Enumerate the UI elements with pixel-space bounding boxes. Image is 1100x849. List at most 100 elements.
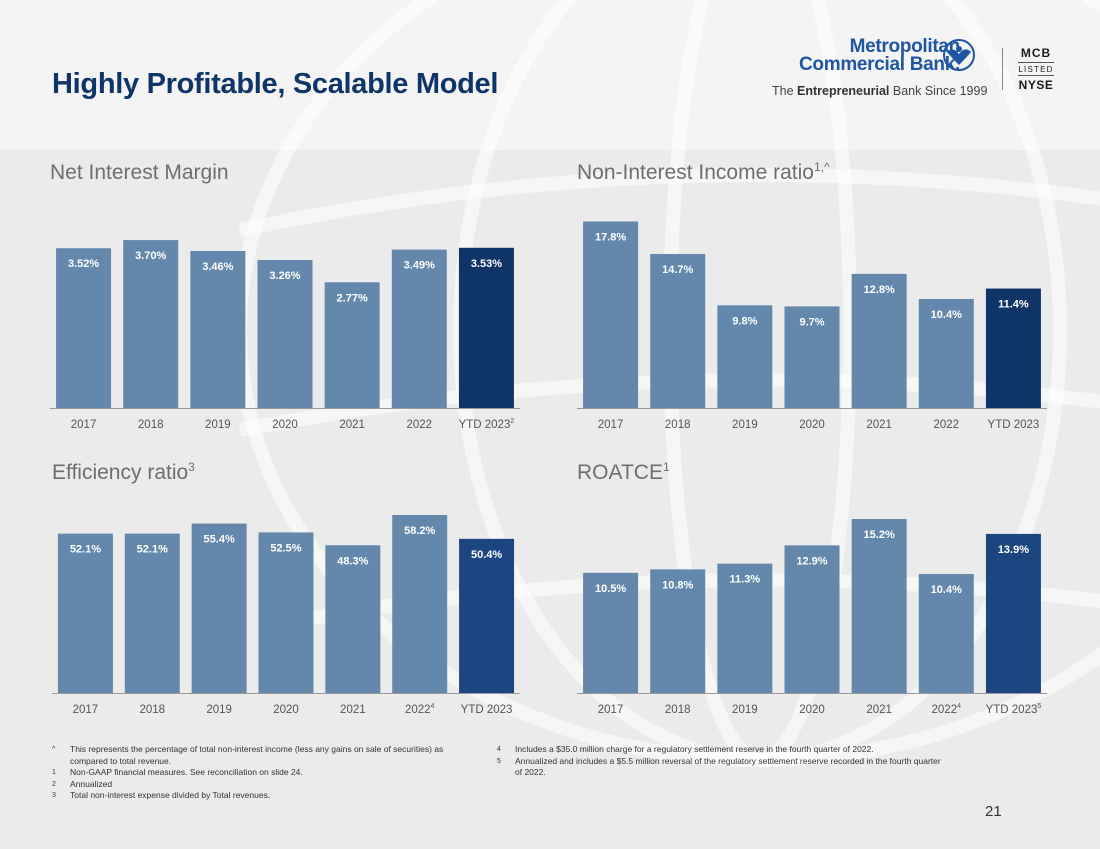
- data-label: 3.26%: [269, 270, 300, 282]
- x-tick-label: 2022: [406, 419, 432, 431]
- footnote-mark: ^: [52, 746, 56, 753]
- tick-text: 2021: [339, 419, 365, 431]
- tick-text: 2022: [405, 704, 431, 716]
- chart-roatce: ROATCE1 10.5% 2017 10.8% 2018 11.3% 2019 12.9%…: [577, 460, 1047, 720]
- company-logo: Metropolitan Commercial Bank. The Entrep…: [770, 36, 1070, 104]
- x-tick-label: 2020: [272, 419, 298, 431]
- tick-superscript: 5: [1037, 703, 1041, 710]
- bar-2018: [124, 533, 180, 693]
- bar-2017: [56, 248, 112, 408]
- footnote-mark: 3: [52, 792, 56, 799]
- data-label: 52.5%: [270, 542, 301, 554]
- bar-2022: [392, 514, 448, 693]
- bar-ytd-2023: [985, 288, 1041, 408]
- x-tick-label: 2020: [799, 419, 825, 431]
- chart-title-text: ROATCE: [577, 461, 663, 484]
- bar-2020: [784, 306, 840, 408]
- bar-2017: [583, 221, 639, 408]
- exchange-name: NYSE: [1018, 78, 1054, 92]
- x-tick-label: 20224: [405, 703, 435, 716]
- footnote: 1 Non-GAAP financial measures. See reconc…: [52, 767, 472, 779]
- x-tick-label: 2021: [866, 419, 892, 431]
- tick-superscript: 4: [431, 703, 435, 710]
- bar-2020: [258, 532, 314, 693]
- data-label: 3.53%: [471, 258, 502, 270]
- bar-2019: [717, 305, 773, 408]
- tick-text: 2018: [665, 704, 691, 716]
- x-tick-label: YTD 2023: [988, 419, 1040, 431]
- tagline-pre: The: [772, 84, 798, 98]
- tick-text: 2022: [932, 704, 958, 716]
- x-tick-label: 2021: [866, 704, 892, 716]
- data-label: 3.70%: [135, 250, 166, 262]
- bar-2019: [717, 563, 773, 693]
- x-tick-label: YTD 20232: [459, 418, 515, 431]
- chart-title-text: Net Interest Margin: [50, 161, 229, 184]
- footnote-mark: 2: [52, 780, 56, 788]
- footnote-text: Non-GAAP financial measures. See reconci…: [70, 767, 303, 777]
- bar-ytd-2023: [458, 247, 514, 408]
- bar-2020: [784, 545, 840, 693]
- data-label: 3.52%: [68, 258, 99, 270]
- x-tick-label: 2017: [598, 419, 624, 431]
- x-tick-label: 2018: [665, 419, 691, 431]
- x-tick-label: 2017: [598, 704, 624, 716]
- x-tick-label: 2019: [732, 704, 758, 716]
- data-label: 52.1%: [70, 544, 101, 556]
- data-label: 13.9%: [998, 544, 1029, 556]
- footnotes-right: 4 Includes a $35.0 million charge for a r…: [497, 744, 947, 779]
- footnote: 2 Annualized: [52, 779, 472, 791]
- tick-text: 2022: [406, 419, 432, 431]
- x-tick-label: 2019: [732, 419, 758, 431]
- x-tick-label: 2017: [71, 419, 97, 431]
- footnote-text: Total non-interest expense divided by To…: [70, 790, 271, 800]
- bar-2017: [57, 533, 113, 693]
- exchange-badge: MCB LISTED NYSE: [1018, 46, 1054, 92]
- bar-2022: [391, 249, 447, 408]
- data-label: 11.3%: [730, 574, 761, 586]
- non-interest-income-plot: 17.8% 2017 14.7% 2018 9.8% 2019 9.7% 2020 12.8% 2…: [577, 221, 1047, 431]
- efficiency-ratio-plot: 52.1% 2017 52.1% 2018 55.4% 2019 52.5% 2020 48.3…: [52, 514, 520, 716]
- x-tick-label: 2022: [933, 419, 959, 431]
- chart-title: ROATCE1: [577, 460, 670, 485]
- data-label: 10.8%: [662, 579, 693, 591]
- footnote: 5 Annualized and includes a $5.5 million …: [497, 756, 947, 779]
- footnote-text: Annualized and includes a $5.5 million r…: [515, 755, 941, 778]
- tick-text: 2020: [799, 419, 825, 431]
- logo-name-line2: Commercial Bank.: [799, 54, 960, 75]
- chart-title-sup: 1: [662, 460, 670, 474]
- x-tick-label: 2017: [73, 704, 99, 716]
- bar-2018: [650, 253, 706, 408]
- tick-text: 2017: [598, 704, 624, 716]
- bar-2018: [123, 240, 179, 408]
- tick-text: 2018: [665, 419, 691, 431]
- chart-net-interest-margin: Net Interest Margin 3.52% 2017 3.70% 2018 3.…: [50, 160, 520, 435]
- bar-2021: [325, 545, 381, 693]
- ticker-symbol: MCB: [1018, 46, 1054, 63]
- bar-2019: [190, 250, 246, 408]
- footnote-mark: 5: [497, 757, 501, 765]
- page-number: 21: [985, 803, 1002, 820]
- logo-divider: [1002, 48, 1003, 90]
- bar-2022: [918, 573, 974, 693]
- x-tick-label: 2020: [273, 704, 299, 716]
- chart-title: Efficiency ratio3: [52, 460, 195, 485]
- roatce-plot: 10.5% 2017 10.8% 2018 11.3% 2019 12.9% 2020 15.2…: [577, 519, 1047, 716]
- footnote: 3 Total non-interest expense divided by T…: [52, 790, 472, 802]
- data-label: 50.4%: [471, 549, 502, 561]
- x-tick-label: 2021: [340, 704, 366, 716]
- data-label: 10.4%: [931, 309, 962, 321]
- data-label: 14.7%: [662, 264, 693, 276]
- bar-2018: [650, 569, 706, 693]
- tick-text: 2019: [732, 704, 758, 716]
- data-label: 3.49%: [404, 260, 435, 272]
- chart-non-interest-income-ratio: Non-Interest Income ratio1,^ 17.8% 2017 14…: [577, 160, 1047, 435]
- tick-text: 2020: [272, 419, 298, 431]
- data-label: 48.3%: [337, 555, 368, 567]
- data-label: 2.77%: [337, 292, 368, 304]
- logo-name-line1: Metropolitan: [849, 36, 961, 57]
- footnote-text: This represents the percentage of total …: [70, 744, 444, 766]
- tick-text: 2020: [273, 704, 299, 716]
- net-interest-margin-plot: 3.52% 2017 3.70% 2018 3.46% 2019 3.26% 2020 2.77…: [50, 240, 520, 431]
- tick-text: 2021: [340, 704, 366, 716]
